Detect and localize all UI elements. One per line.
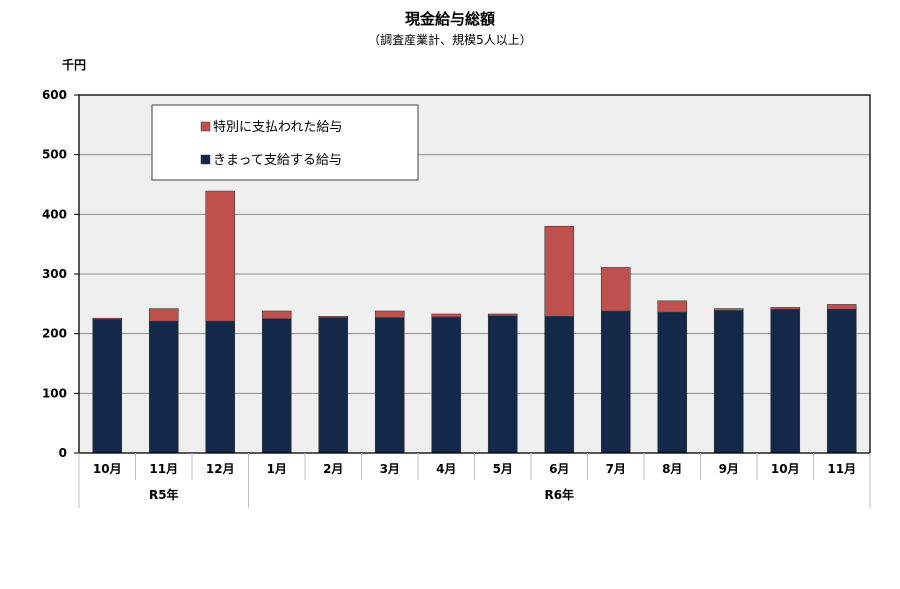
- legend-box: [151, 104, 419, 181]
- bar-segment-regular: [713, 310, 744, 454]
- y-tick-label: 400: [42, 207, 67, 221]
- bar-segment-special: [600, 267, 631, 312]
- bar-segment-regular: [374, 317, 405, 454]
- axes: [74, 94, 871, 508]
- legend-swatch: [200, 154, 211, 165]
- bar-segment-regular: [261, 318, 292, 454]
- bar-segment-special: [770, 307, 801, 310]
- y-tick-label: 300: [42, 267, 67, 281]
- bar-segment-special: [657, 300, 688, 313]
- bar-segment-regular: [770, 308, 801, 454]
- year-group-label: R6年: [544, 487, 574, 502]
- y-tick-label: 200: [42, 327, 67, 341]
- bar-segment-regular: [657, 311, 688, 454]
- chart-title: 現金給与総額: [405, 10, 495, 28]
- legend-label: きまって支給する給与: [213, 153, 342, 168]
- bar-segment-special: [92, 317, 123, 320]
- x-tick-label: 4月: [436, 462, 456, 476]
- y-tick-label: 0: [59, 446, 67, 460]
- x-tick-label: 11月: [149, 462, 178, 476]
- bar-segment-special: [544, 225, 575, 317]
- bar-segment-regular: [826, 308, 857, 454]
- x-tick-label: 8月: [662, 462, 682, 476]
- x-tick-label: 12月: [206, 462, 235, 476]
- bar-segment-special: [148, 308, 179, 322]
- legend-swatch: [200, 121, 211, 132]
- x-tick-labels: 10月 11月 12月 1月 2月 3月 4月 5月 6月 7月 8月 9月 10月 11月: [93, 462, 856, 476]
- x-tick-label: 5月: [493, 462, 513, 476]
- bar-segment-special: [826, 304, 857, 310]
- chart-subtitle: （調査産業計、規模5人以上）: [368, 32, 532, 47]
- bars: [92, 190, 857, 454]
- year-group-labels: R5年 R6年: [149, 487, 574, 502]
- legend-label: 特別に支払われた給与: [213, 120, 342, 135]
- bar-segment-regular: [544, 316, 575, 454]
- x-tick-label: 2月: [323, 462, 343, 476]
- x-tick-label: 11月: [827, 462, 856, 476]
- bar-segment-regular: [318, 317, 349, 454]
- x-tick-label: 7月: [606, 462, 626, 476]
- y-tick-label: 100: [42, 386, 67, 400]
- bar-segment-special: [713, 308, 744, 311]
- bar-segment-regular: [92, 319, 123, 454]
- bar-segment-special: [318, 316, 349, 318]
- bar-segment-special: [431, 313, 462, 318]
- bar-segment-regular: [600, 310, 631, 454]
- bar-segment-special: [487, 313, 518, 317]
- y-tick-label: 500: [42, 148, 67, 162]
- x-tick-label: 9月: [719, 462, 739, 476]
- bar-segment-special: [261, 310, 292, 320]
- x-tick-label: 10月: [93, 462, 122, 476]
- bar-segment-special: [374, 310, 405, 318]
- y-tick-labels: 0 100 200 300 400 500 600: [42, 88, 67, 460]
- bar-segment-regular: [148, 320, 179, 454]
- x-tick-label: 1月: [267, 462, 287, 476]
- bar-segment-regular: [487, 315, 518, 454]
- x-tick-label: 10月: [771, 462, 800, 476]
- x-tick-label: 6月: [549, 462, 569, 476]
- bar-segment-regular: [431, 316, 462, 454]
- bar-segment-regular: [205, 320, 236, 454]
- y-axis-label: 千円: [62, 57, 86, 72]
- bar-segment-special: [205, 190, 236, 322]
- x-tick-label: 3月: [380, 462, 400, 476]
- y-tick-label: 600: [42, 88, 67, 102]
- year-group-label: R5年: [149, 487, 179, 502]
